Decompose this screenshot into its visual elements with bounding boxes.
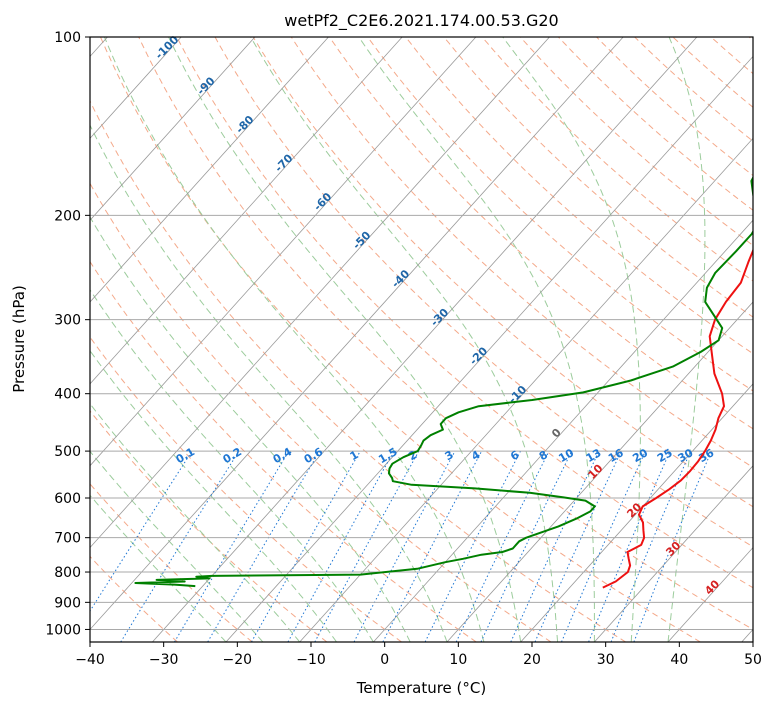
isotherm-line — [90, 37, 329, 303]
mixing-ratio-line — [633, 450, 712, 642]
x-tick-label: −10 — [296, 652, 326, 668]
x-tick-label: 20 — [523, 652, 541, 668]
dry-adiabat-line — [367, 37, 753, 392]
temperature-line — [602, 248, 753, 589]
moist-adiabat-line — [502, 37, 641, 642]
dry-adiabat-line — [138, 37, 753, 631]
dry-adiabat-line — [405, 37, 753, 355]
moist-adiabat-line — [358, 37, 595, 642]
dry-adiabat-line — [519, 37, 753, 247]
moist-adiabat-line — [90, 288, 374, 642]
mixing-ratio-line — [314, 450, 420, 642]
chart-title: wetPf2_C2E6.2021.174.00.53.G20 — [284, 11, 558, 31]
pressure-grid — [90, 37, 753, 630]
x-tick-label: 30 — [597, 652, 615, 668]
isotherm-line — [152, 37, 698, 642]
dry-adiabat-line — [90, 260, 477, 642]
dry-adiabat-line — [176, 37, 753, 589]
dry-adiabat-line — [214, 37, 753, 548]
moist-adiabat-line — [90, 450, 264, 642]
y-tick-label: 500 — [54, 444, 81, 460]
y-tick-label: 400 — [54, 387, 81, 403]
y-tick-label: 800 — [54, 565, 81, 581]
x-tick-label: 40 — [670, 652, 688, 668]
x-axis-title: Temperature (°C) — [356, 679, 486, 697]
mixing-ratio-line — [534, 450, 622, 642]
isotherm-line — [90, 37, 403, 385]
isotherm-line — [90, 37, 624, 631]
isotherm-line — [373, 219, 753, 642]
x-tick-label: 10 — [449, 652, 467, 668]
y-tick-label: 1000 — [45, 622, 81, 638]
mixing-ratio-line — [424, 450, 521, 642]
isotherm-line — [90, 37, 550, 549]
x-tick-label: −40 — [75, 652, 105, 668]
mixing-ratio-line — [588, 450, 671, 642]
x-tick-label: 50 — [744, 652, 762, 668]
isotherm-line — [299, 137, 753, 642]
mixing-ratio-line — [120, 450, 240, 642]
sounding-series — [134, 175, 753, 589]
moist-adiabat-line — [104, 37, 485, 642]
dry-adiabat-line — [481, 37, 753, 282]
y-tick-label: 900 — [54, 595, 81, 611]
mixing-ratio-line — [90, 450, 193, 613]
dry-adiabat-line — [100, 37, 701, 642]
moist-adiabat-line — [90, 216, 411, 642]
dry-adiabat-line — [90, 99, 626, 642]
plot-frame — [89, 36, 754, 643]
dry-adiabat-line — [329, 37, 753, 430]
moist-adiabat-line — [667, 37, 706, 642]
mixing-ratio-line — [353, 450, 456, 642]
x-tick-label: −20 — [223, 652, 253, 668]
dewpoint-line — [134, 175, 753, 588]
isotherm-line — [594, 465, 753, 642]
dry-adiabat-line — [90, 182, 552, 642]
x-axis: −40 −30 −20 −10 0 10 20 30 40 50 — [75, 642, 762, 668]
mixing-ratio-line — [561, 450, 646, 642]
moist-adiabat-line — [90, 124, 448, 642]
isotherm-line — [90, 37, 477, 467]
y-tick-label: 200 — [54, 208, 81, 224]
moist-adiabat-line — [90, 494, 227, 642]
y-tick-label: 700 — [54, 531, 81, 547]
y-axis-title: Pressure (hPa) — [10, 285, 28, 393]
isotherm-line — [90, 37, 256, 221]
mixing-ratio-line — [610, 450, 692, 642]
isotherm-line — [225, 55, 753, 642]
moist-adiabat-line — [90, 349, 337, 642]
dry-adiabat-line — [90, 336, 402, 642]
moist-adiabat-line — [250, 37, 558, 642]
background-lines — [90, 37, 753, 642]
dry-adiabat-line — [252, 37, 753, 508]
isotherm-line — [520, 383, 753, 642]
moist-adiabat-line — [168, 37, 522, 642]
x-tick-label: 0 — [380, 652, 389, 668]
mixing-ratio-line — [287, 450, 395, 642]
y-tick-label: 300 — [54, 313, 81, 329]
y-axis: 100 200 300 400 500 600 700 800 900 1000 — [45, 30, 90, 638]
y-tick-label: 100 — [54, 30, 81, 46]
y-tick-label: 600 — [54, 491, 81, 507]
dry-adiabat-line — [634, 37, 753, 142]
x-tick-label: −30 — [149, 652, 179, 668]
